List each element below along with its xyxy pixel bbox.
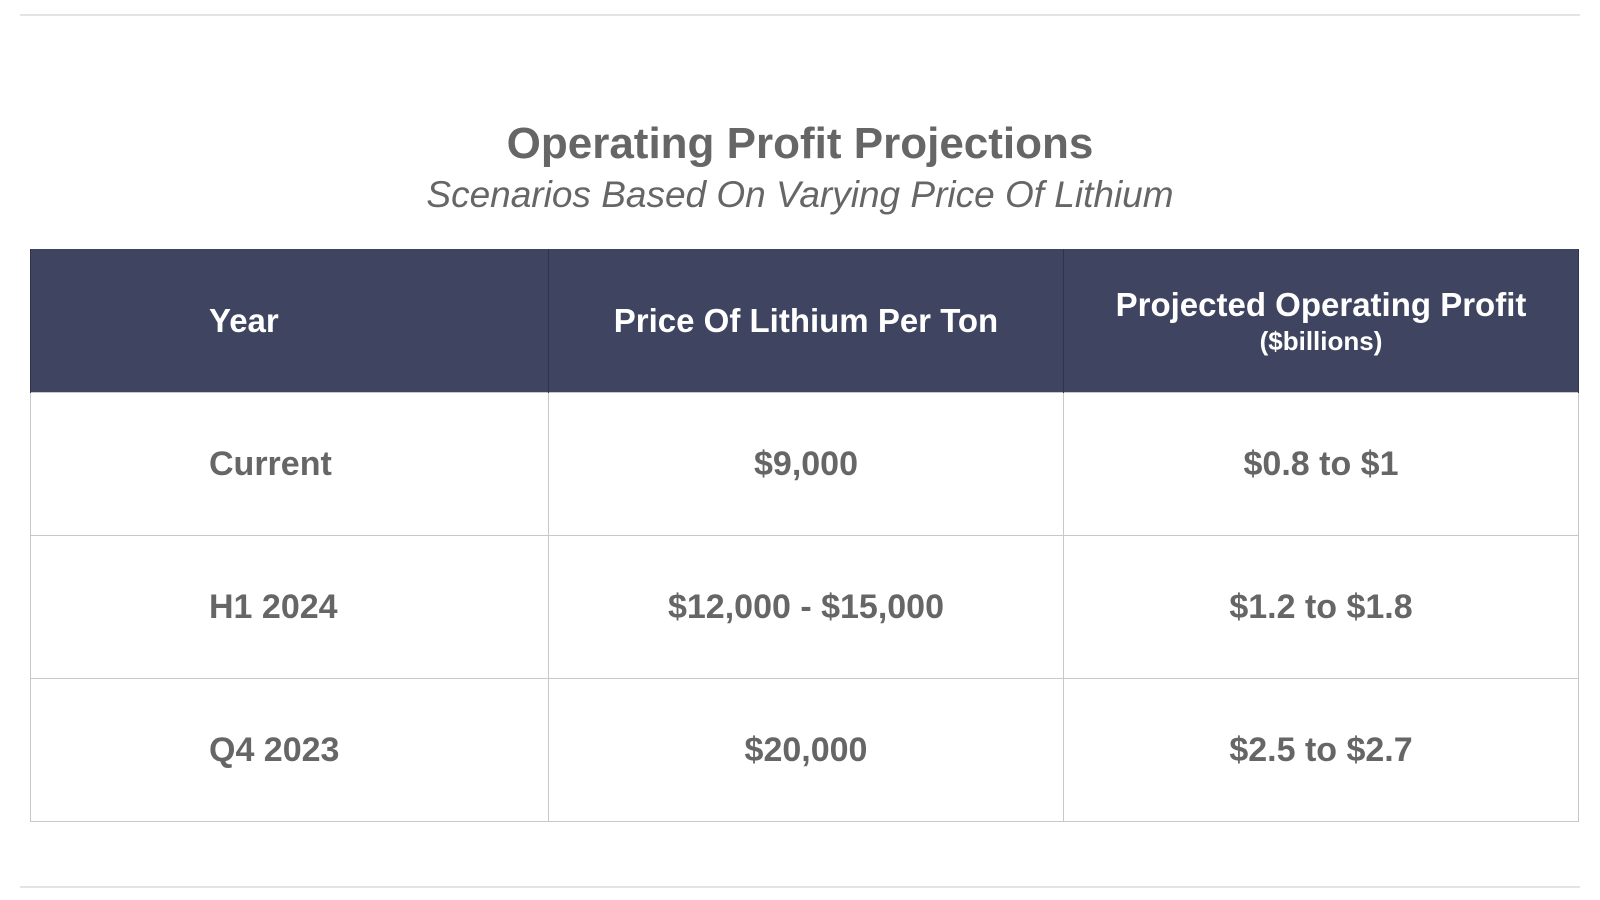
column-header-profit-unit: ($billions) (1259, 325, 1383, 356)
chart-title: Operating Profit Projections (506, 119, 1094, 168)
price-cell: $20,000 (548, 678, 1064, 822)
year-cell: Q4 2023 (30, 678, 549, 822)
profit-cell: $2.5 to $2.7 (1063, 678, 1579, 822)
profit-cell: $1.2 to $1.8 (1063, 535, 1579, 679)
table-row: Current $9,000 $0.8 to $1 (30, 392, 1579, 536)
column-header-price: Price Of Lithium Per Ton (548, 249, 1064, 393)
column-header-profit: Projected Operating Profit ($billions) (1063, 249, 1579, 393)
bottom-divider (20, 886, 1580, 888)
projection-table: Year Price Of Lithium Per Ton Projected … (30, 249, 1579, 822)
top-divider (20, 14, 1580, 16)
year-cell: Current (30, 392, 549, 536)
column-header-year: Year (30, 249, 549, 393)
price-cell: $12,000 - $15,000 (548, 535, 1064, 679)
column-header-profit-label: Projected Operating Profit (1115, 285, 1527, 323)
table-row: Q4 2023 $20,000 $2.5 to $2.7 (30, 678, 1579, 822)
header-row: Year Price Of Lithium Per Ton Projected … (30, 249, 1579, 393)
table-row: H1 2024 $12,000 - $15,000 $1.2 to $1.8 (30, 535, 1579, 679)
chart-subtitle: Scenarios Based On Varying Price Of Lith… (426, 174, 1174, 215)
year-cell: H1 2024 (30, 535, 549, 679)
profit-cell: $0.8 to $1 (1063, 392, 1579, 536)
price-cell: $9,000 (548, 392, 1064, 536)
